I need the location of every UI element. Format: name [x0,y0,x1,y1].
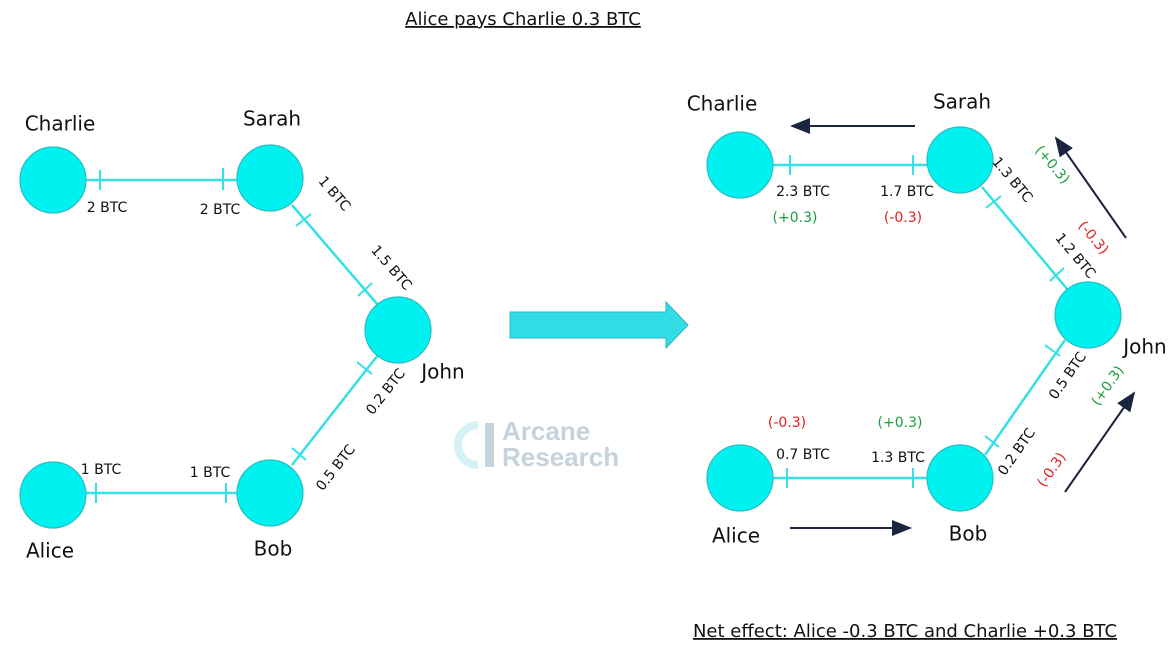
channel-label: 1.5 BTC [367,242,415,293]
change-label: (-0.3) [1034,450,1069,491]
node-label: Charlie [687,92,758,116]
node-label: Bob [254,537,293,561]
title: Alice pays Charlie 0.3 BTC [405,9,641,30]
node-label: Alice [26,539,74,563]
watermark-text: Arcane [502,416,590,446]
node [19,461,87,529]
flow-arrow [1064,391,1136,493]
change-label: (+0.3) [773,210,818,226]
channel-label: 0.7 BTC [776,447,830,463]
channel-label: 2 BTC [200,202,241,218]
channel-label: 1.3 BTC [989,154,1036,206]
node [236,144,304,212]
node [236,459,304,527]
watermark-text: Research [502,442,619,472]
channel-label: 2.3 BTC [776,184,830,200]
node-label: Charlie [25,112,96,136]
node [706,444,774,512]
channel-label: 1 BTC [190,465,231,481]
channel-label: 0.5 BTC [313,442,359,494]
channel-label: 2 BTC [87,200,128,216]
channel-label: 1.7 BTC [880,184,934,200]
node-label: John [419,360,465,384]
left-channels [86,168,379,503]
watermark: Arcane Research [454,416,619,472]
node [706,131,774,199]
transition-arrow [509,300,689,350]
node [926,126,994,194]
change-label: (-0.3) [884,210,922,226]
right-channels [773,155,1069,488]
node-label: Alice [712,524,760,548]
node [1054,281,1122,349]
channel-label: 1 BTC [315,173,354,214]
node-label: John [1121,335,1167,359]
node [19,146,87,214]
change-label: (-0.3) [768,415,806,431]
node [926,444,994,512]
flow-arrow [1054,136,1127,239]
change-label: (+0.3) [1031,143,1072,188]
footer: Net effect: Alice -0.3 BTC and Charlie +… [693,621,1117,642]
node [364,296,432,364]
channel-label: 1.3 BTC [871,450,925,466]
change-label: (+0.3) [1089,363,1128,409]
channel-label: 1 BTC [81,462,122,478]
node-label: Sarah [243,107,301,131]
node-label: Bob [949,522,988,546]
change-label: (+0.3) [878,415,923,431]
node-label: Sarah [933,90,991,114]
